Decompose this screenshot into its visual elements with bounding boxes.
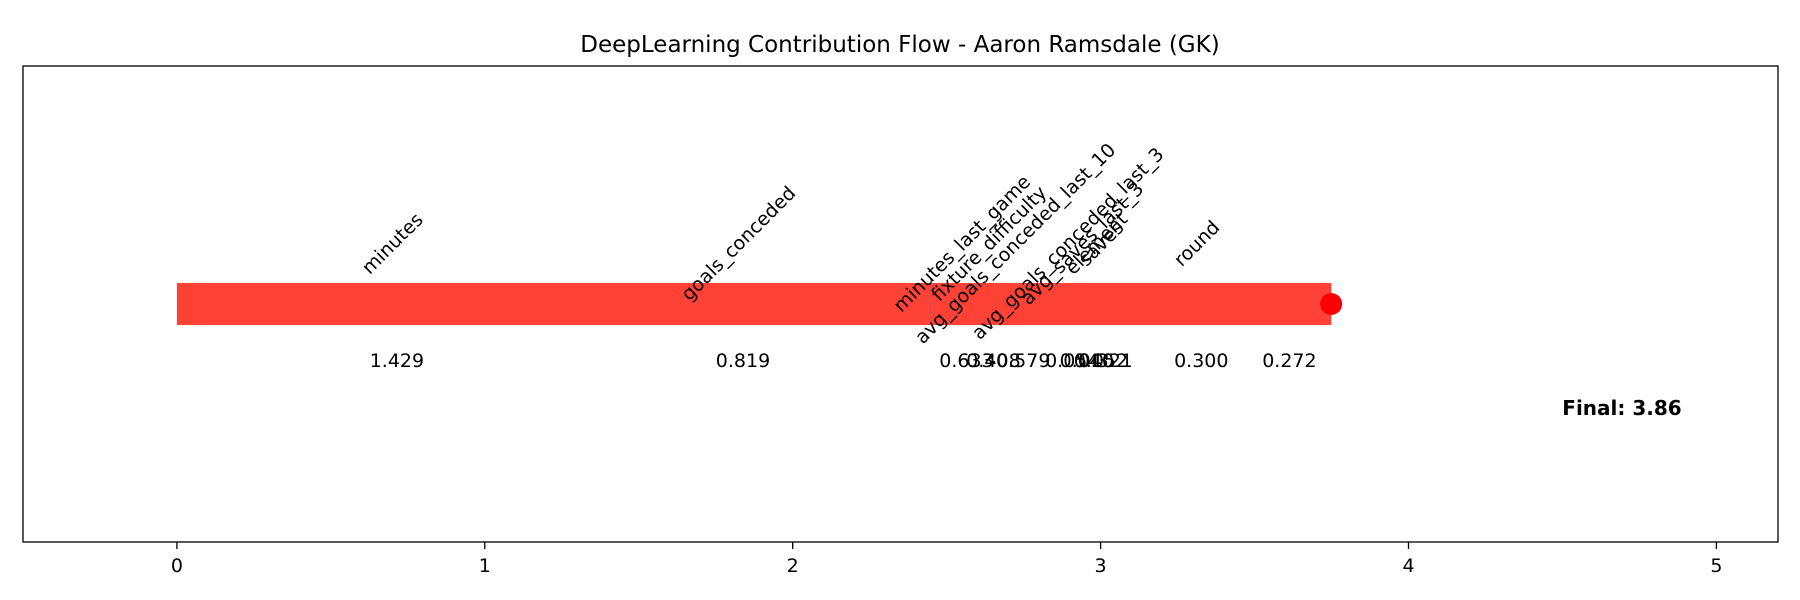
feature-label: minutes bbox=[358, 209, 428, 279]
x-axis: 0 1 2 3 4 5 bbox=[171, 542, 1722, 577]
x-tick-label: 3 bbox=[1095, 555, 1107, 577]
value-label: -0.579 bbox=[989, 350, 1050, 372]
value-label: 0.633 bbox=[939, 350, 993, 372]
final-marker bbox=[1320, 293, 1343, 315]
value-label: 0.819 bbox=[716, 350, 770, 372]
x-tick-label: 1 bbox=[479, 555, 491, 577]
final-label: Final: 3.86 bbox=[1562, 396, 1681, 420]
value-label: 0.408 bbox=[966, 350, 1020, 372]
value-label: 0.054 bbox=[1045, 350, 1099, 372]
x-tick-label: 2 bbox=[787, 555, 799, 577]
labels-layer: minutes1.429goals_conceded0.819minutes_l… bbox=[358, 139, 1317, 372]
x-tick-label: 4 bbox=[1402, 555, 1414, 577]
value-label: 0.040 bbox=[1060, 350, 1114, 372]
x-tick-label: 0 bbox=[171, 555, 183, 577]
bars-layer bbox=[176, 283, 1343, 325]
value-label: 0.272 bbox=[1262, 350, 1316, 372]
value-label: 0.321 bbox=[1078, 350, 1132, 372]
value-label: 0.052 bbox=[1074, 350, 1128, 372]
waterfall-bar-positive bbox=[930, 283, 1332, 325]
value-label: 0.300 bbox=[1174, 350, 1228, 372]
feature-label: round bbox=[1170, 216, 1225, 271]
plot-frame bbox=[22, 65, 1779, 543]
chart-title: DeepLearning Contribution Flow - Aaron R… bbox=[580, 32, 1219, 58]
x-tick-label: 5 bbox=[1710, 555, 1722, 577]
value-label: 1.429 bbox=[370, 350, 424, 372]
